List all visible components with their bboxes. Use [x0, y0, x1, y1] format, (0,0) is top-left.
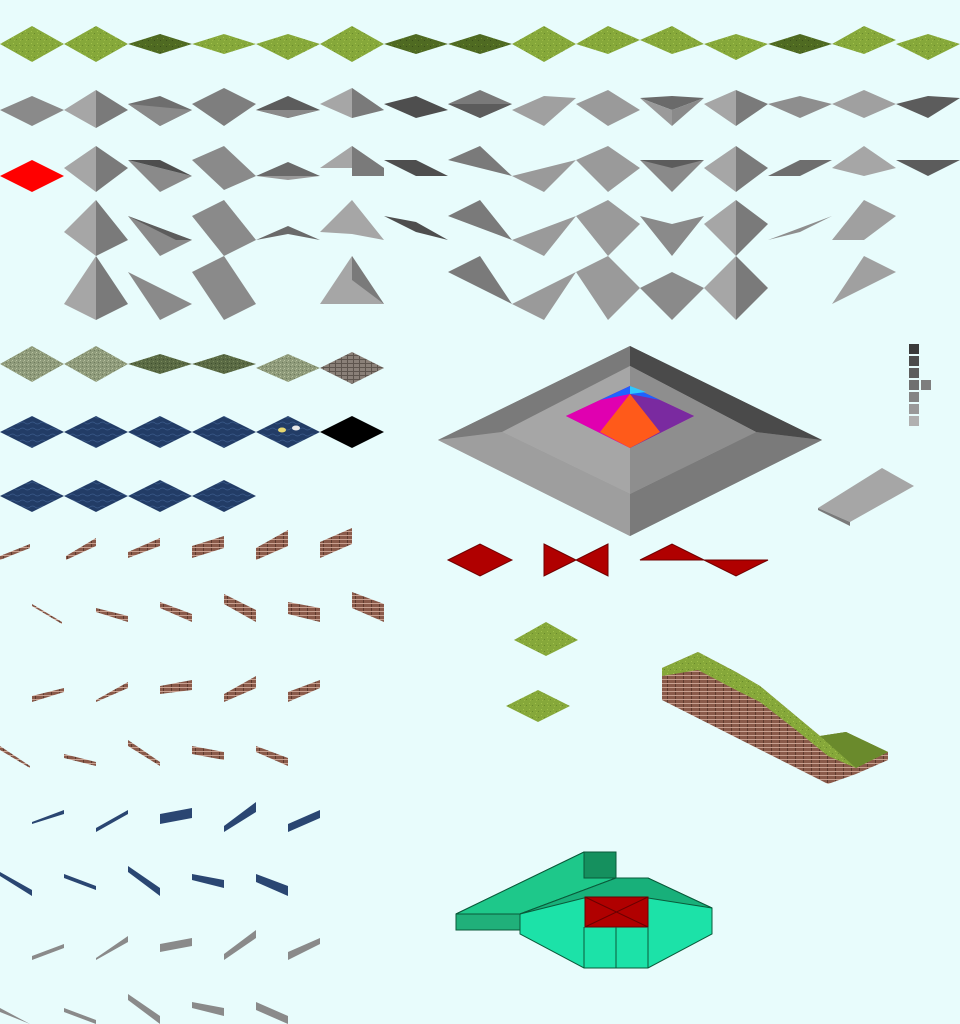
water-edge-strips — [0, 802, 320, 896]
water-tiles-row-2 — [0, 480, 256, 512]
rough-terrain-tiles — [0, 346, 384, 384]
gray-slope-row-3 — [64, 200, 896, 256]
gray-slope-row-2 — [0, 146, 960, 192]
red-highlight-tile — [0, 160, 64, 192]
big-pyramid — [438, 346, 822, 536]
earth-edge-strips — [0, 528, 384, 768]
selection-cursors — [446, 543, 769, 577]
gray-slope-row-4 — [64, 256, 896, 320]
gray-edge-strips — [0, 930, 320, 1024]
grass-cliff-strip — [662, 652, 888, 784]
ramp-tile — [818, 468, 914, 526]
grass-slope-tiles — [0, 26, 960, 62]
gray-slope-row-1 — [0, 88, 960, 128]
duck-icon — [278, 425, 300, 433]
water-tiles-row-1 — [0, 416, 384, 448]
shade-swatches — [909, 344, 931, 426]
void-tile — [320, 416, 384, 448]
green-pond-model — [455, 851, 713, 969]
grass-samples — [506, 622, 578, 722]
